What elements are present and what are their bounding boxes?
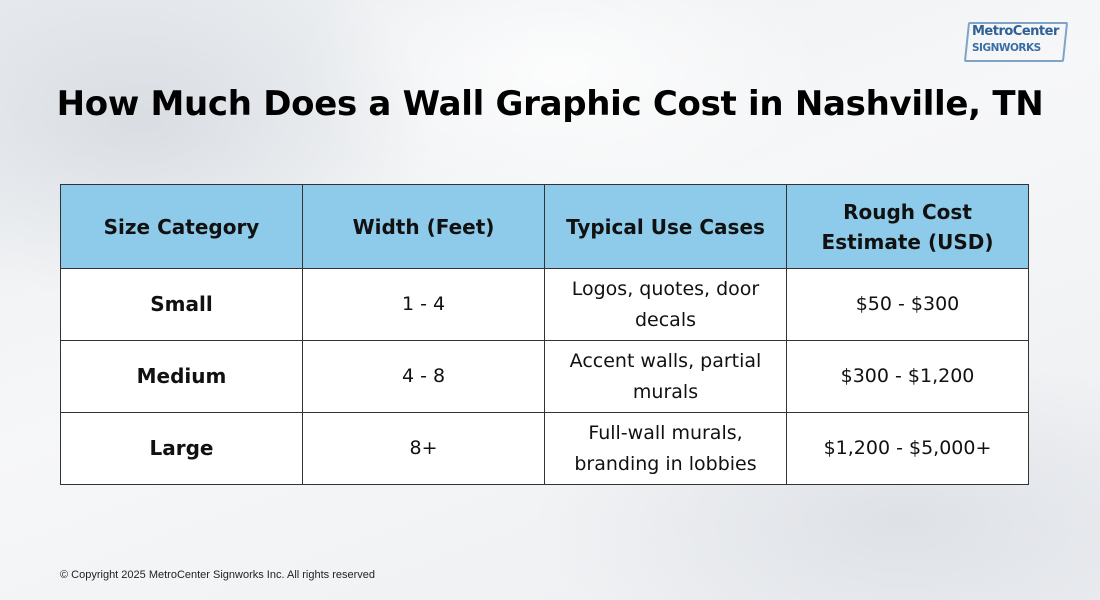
cell-size: Medium [60,340,303,413]
header-width: Width (Feet) [302,184,545,269]
cell-width: 4 - 8 [302,340,545,413]
cell-use-cases: Accent walls, partial murals [544,340,787,413]
header-use-cases: Typical Use Cases [544,184,787,269]
cell-use-cases: Full-wall murals, branding in lobbies [544,412,787,485]
copyright-footer: © Copyright 2025 MetroCenter Signworks I… [60,569,376,581]
logo-text-signworks: SIGNWORKS [972,42,1041,54]
header-size-category: Size Category [60,184,303,269]
cell-size: Large [60,412,303,485]
cell-width: 8+ [302,412,545,485]
brand-logo: MetroCenter SIGNWORKS [963,20,1070,62]
cell-use-cases: Logos, quotes, door decals [544,268,787,341]
cell-cost: $300 - $1,200 [786,340,1029,413]
table-row: Large 8+ Full-wall murals, branding in l… [60,412,1029,485]
cell-cost: $50 - $300 [786,268,1029,341]
cell-cost: $1,200 - $5,000+ [786,412,1029,485]
cell-width: 1 - 4 [302,268,545,341]
table-row: Small 1 - 4 Logos, quotes, door decals $… [60,268,1029,341]
cost-table: Size Category Width (Feet) Typical Use C… [60,184,1029,485]
table-header-row: Size Category Width (Feet) Typical Use C… [60,184,1029,269]
cell-size: Small [60,268,303,341]
table-row: Medium 4 - 8 Accent walls, partial mural… [60,340,1029,413]
logo-text-metrocenter: MetroCenter [972,24,1059,39]
page-title: How Much Does a Wall Graphic Cost in Nas… [56,84,1044,124]
header-cost-estimate: Rough Cost Estimate (USD) [786,184,1029,269]
